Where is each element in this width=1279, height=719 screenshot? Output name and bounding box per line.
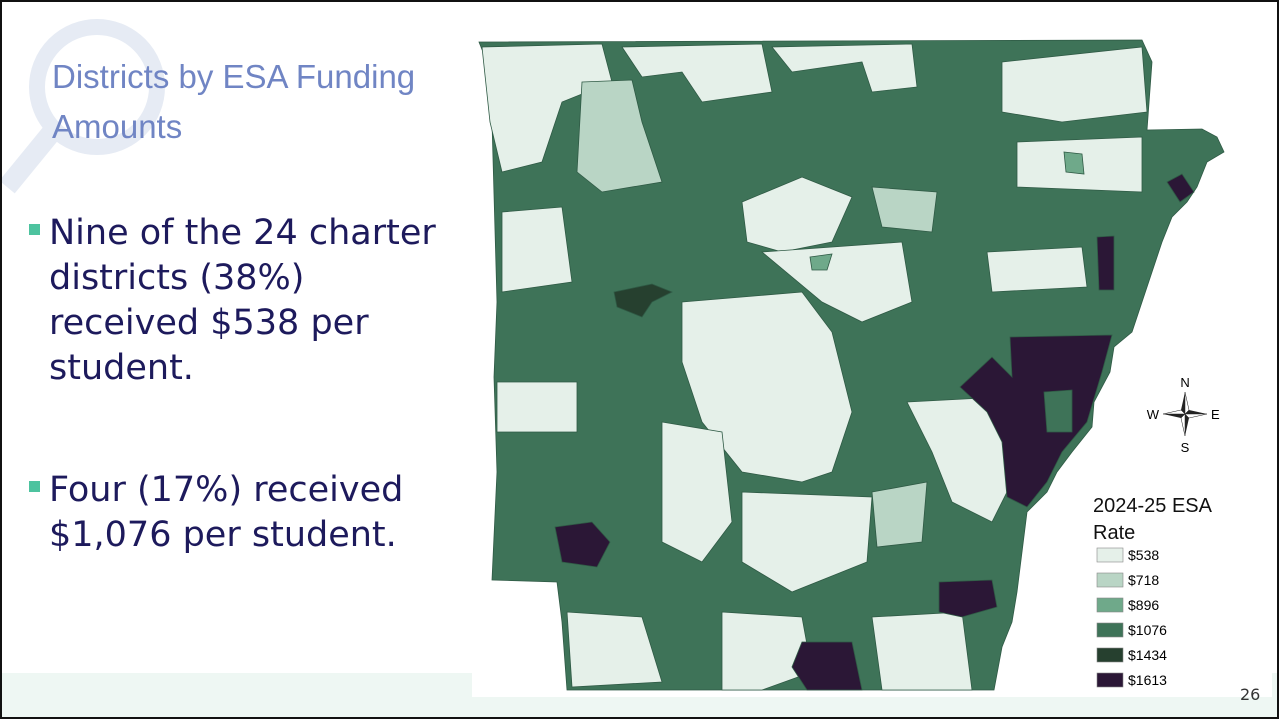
district [496, 381, 578, 433]
map: N S E W $538 $718 $896 $1076 $1434 $1613 [472, 37, 1272, 697]
district [986, 246, 1088, 293]
legend-swatch [1096, 597, 1124, 613]
district [1043, 389, 1073, 433]
district [1001, 46, 1148, 123]
district [721, 611, 813, 691]
legend: $538 $718 $896 $1076 $1434 $1613 [1096, 547, 1167, 688]
watermark [2, 19, 165, 194]
district [576, 79, 663, 193]
legend-swatch [1096, 547, 1124, 563]
legend-label: $538 [1128, 547, 1159, 563]
bullet: Nine of the 24 charter districts (38%) r… [29, 211, 449, 391]
slide-title: Districts by ESA Funding Amounts [52, 58, 416, 145]
district [621, 43, 773, 103]
district [613, 283, 673, 318]
compass-n: N [1180, 375, 1189, 390]
legend-label: $1076 [1128, 622, 1167, 638]
bullet: Four (17%) received $1,076 per student. [29, 468, 449, 558]
legend-label: $1434 [1128, 647, 1167, 663]
district [871, 186, 938, 233]
district [871, 481, 928, 548]
district [791, 641, 863, 691]
district [661, 421, 733, 563]
legend-swatch [1096, 622, 1124, 638]
legend-label: $718 [1128, 572, 1159, 588]
district [501, 206, 573, 293]
legend-title: 2024-25 ESA Rate [1093, 495, 1211, 544]
legend-swatch [1096, 672, 1124, 688]
district [481, 43, 613, 173]
district [741, 176, 853, 253]
compass: N S E W [1147, 375, 1220, 455]
district [771, 43, 918, 93]
district [1063, 151, 1085, 175]
legend-label: $896 [1128, 597, 1159, 613]
compass-w: W [1147, 407, 1160, 422]
district [959, 334, 1113, 508]
district [871, 611, 973, 691]
legend-label: $1613 [1128, 672, 1167, 688]
district [554, 521, 611, 568]
district [809, 253, 833, 271]
compass-e: E [1211, 407, 1220, 422]
page-number: 26 [1240, 685, 1261, 704]
district [760, 241, 913, 323]
district [1096, 235, 1115, 291]
legend-swatch [1096, 647, 1124, 663]
legend-swatch [1096, 572, 1124, 588]
district [1166, 173, 1195, 203]
district [566, 611, 663, 688]
district [938, 579, 998, 618]
compass-s: S [1181, 440, 1190, 455]
district [741, 491, 873, 593]
district [681, 291, 853, 483]
